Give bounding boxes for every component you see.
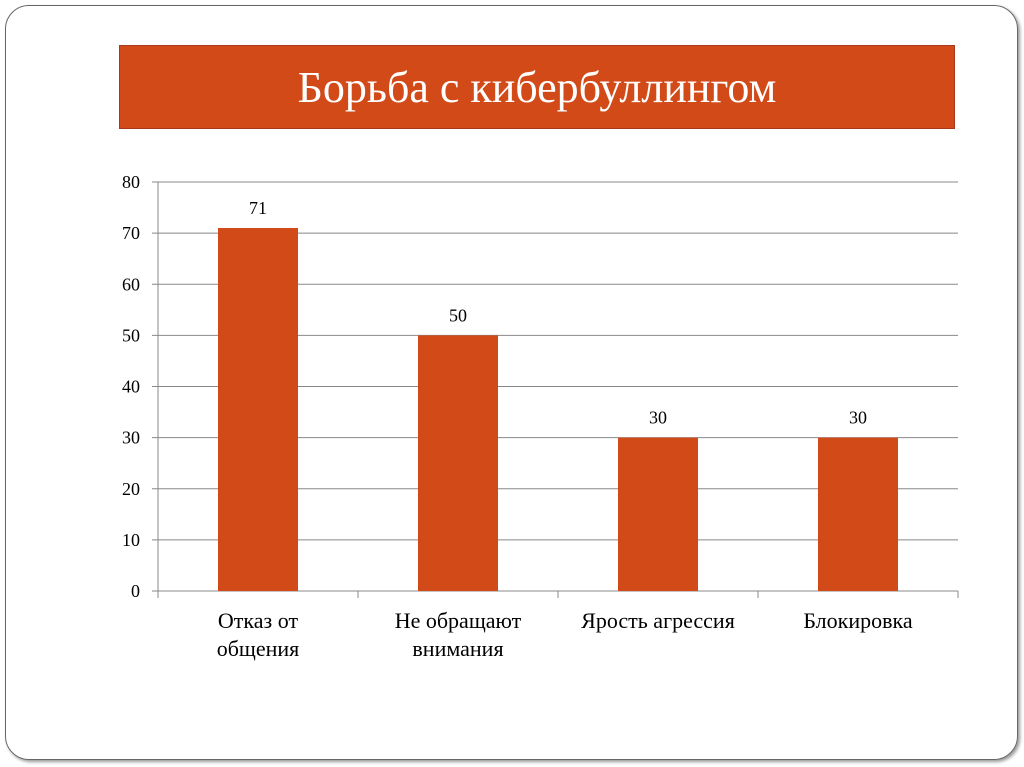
slide-frame xyxy=(5,5,1018,760)
x-tick-label: общения xyxy=(217,636,300,661)
x-tick-label: Блокировка xyxy=(803,608,913,633)
bar xyxy=(418,335,498,591)
slide-title: Борьба с кибербуллингом xyxy=(119,45,955,129)
y-tick-label: 70 xyxy=(122,223,140,243)
y-tick-label: 50 xyxy=(122,325,140,345)
y-tick-label: 60 xyxy=(122,274,140,294)
bar xyxy=(218,228,298,591)
y-tick-label: 10 xyxy=(122,530,140,550)
bar xyxy=(818,437,898,591)
y-tick-label: 40 xyxy=(122,377,140,397)
data-label: 30 xyxy=(649,408,667,428)
y-tick-label: 0 xyxy=(131,581,140,601)
x-tick-label: Отказ от xyxy=(218,608,299,633)
y-tick-label: 30 xyxy=(122,428,140,448)
data-label: 50 xyxy=(449,305,467,325)
x-tick-label: Не обращают xyxy=(395,608,522,633)
x-tick-label: внимания xyxy=(412,636,503,661)
y-tick-label: 20 xyxy=(122,479,140,499)
y-tick-label: 80 xyxy=(122,172,140,192)
data-label: 71 xyxy=(249,198,267,218)
data-label: 30 xyxy=(849,408,867,428)
bar xyxy=(618,437,698,591)
x-tick-label: Ярость агрессия xyxy=(581,608,735,633)
